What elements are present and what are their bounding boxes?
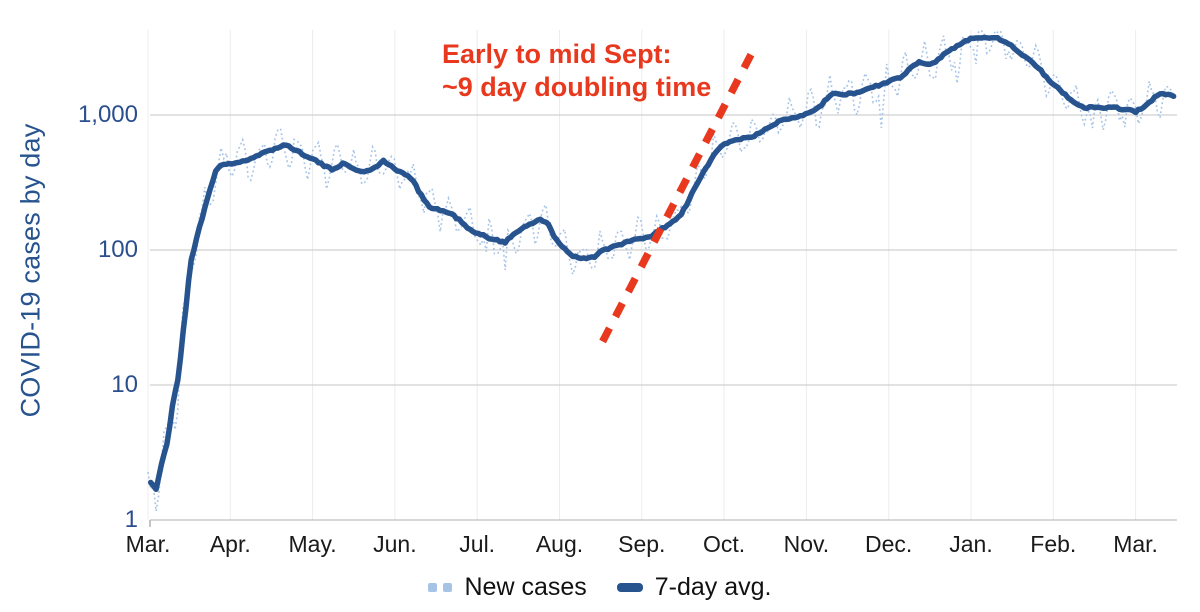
x-tick-label: Jul.	[459, 531, 496, 557]
y-axis-title: COVID-19 cases by day	[8, 0, 54, 540]
doubling-time-annotation: Early to mid Sept: ~9 day doubling time	[442, 38, 711, 104]
x-tick-label: Nov.	[783, 531, 830, 557]
new-cases-dotted-swatch-icon	[428, 582, 453, 592]
x-tick-label: Apr.	[209, 531, 251, 557]
y-tick-label: 1	[124, 506, 138, 533]
legend-item-avg: 7-day avg.	[616, 572, 772, 602]
x-tick-label: Mar.	[125, 531, 171, 557]
y-tick-label: 1,000	[77, 101, 138, 128]
y-tick-label: 100	[97, 236, 138, 263]
y-tick-label: 10	[111, 371, 138, 398]
legend-avg-label: 7-day avg.	[654, 572, 772, 601]
x-tick-label: Aug.	[535, 531, 584, 557]
x-tick-label: Sep.	[618, 531, 666, 557]
avg-line-swatch-icon	[616, 582, 643, 592]
x-tick-label: Jan.	[949, 531, 993, 557]
annotation-line2: ~9 day doubling time	[442, 72, 712, 102]
x-tick-label: Dec.	[865, 531, 913, 557]
x-tick-label: Mar.	[1113, 531, 1158, 557]
annotation-line1: Early to mid Sept:	[442, 39, 672, 69]
seven-day-avg-line	[147, 34, 1177, 493]
x-tick-label: Feb.	[1030, 531, 1077, 557]
x-tick-label: Jun.	[373, 531, 417, 557]
x-tick-label: May.	[288, 531, 337, 557]
legend-new-cases-label: New cases	[464, 572, 587, 601]
x-tick-label: Oct.	[703, 531, 746, 557]
legend: New cases 7-day avg.	[0, 568, 1200, 606]
legend-item-new-cases: New cases	[428, 572, 587, 602]
